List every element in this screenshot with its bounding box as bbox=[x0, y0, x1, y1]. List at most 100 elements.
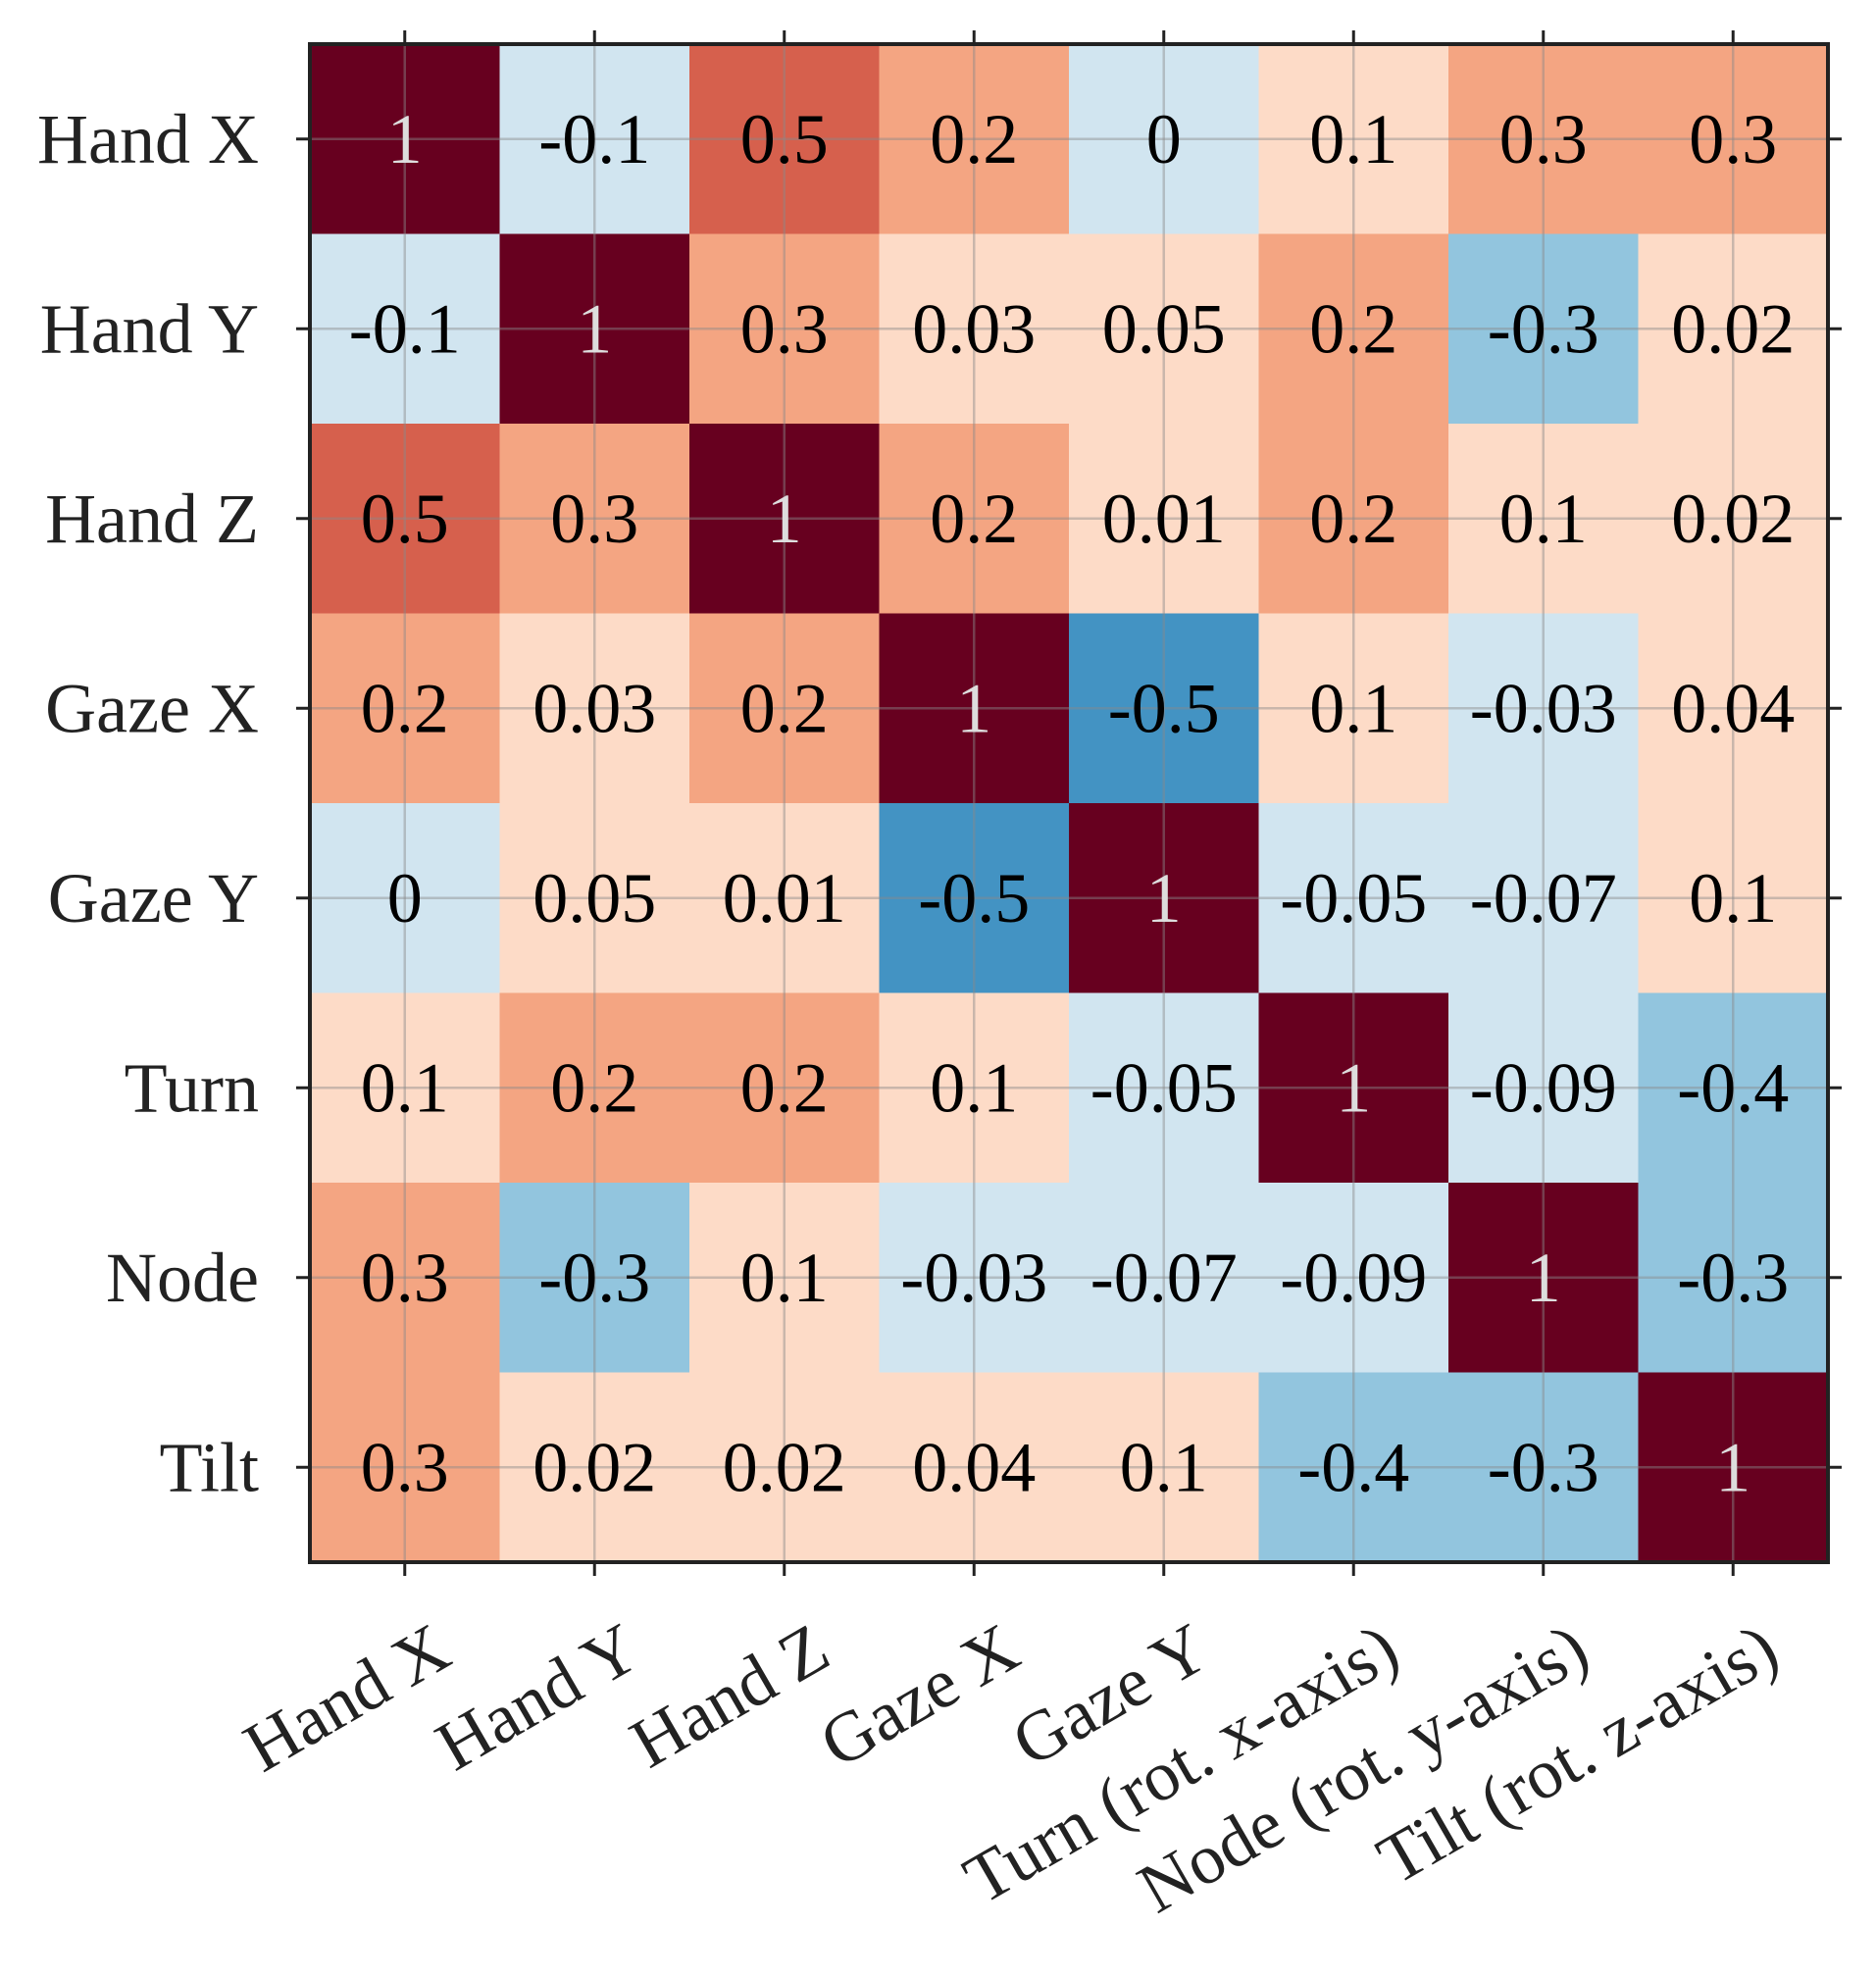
heatmap-cell bbox=[1448, 44, 1640, 235]
cell-value-label: -0.3 bbox=[1677, 1239, 1789, 1317]
cell-value-label: 0.2 bbox=[930, 100, 1018, 178]
heatmap-cell bbox=[1258, 44, 1449, 235]
cell-value-label: 0.3 bbox=[550, 480, 638, 558]
cell-value-label: 0.03 bbox=[532, 669, 656, 747]
heatmap-cell bbox=[689, 44, 881, 235]
cell-value-label: 0.01 bbox=[1102, 480, 1226, 558]
heatmap-cell bbox=[689, 1183, 881, 1374]
heatmap-cell bbox=[879, 1183, 1070, 1374]
heatmap-cell bbox=[1638, 1372, 1829, 1563]
cell-value-label: -0.5 bbox=[918, 859, 1030, 937]
heatmap-cell bbox=[1638, 613, 1829, 804]
heatmap-cell bbox=[310, 613, 501, 804]
cell-value-label: 0.3 bbox=[361, 1239, 449, 1317]
heatmap-cell bbox=[689, 1372, 881, 1563]
heatmap-cell bbox=[879, 424, 1070, 615]
heatmap-cell bbox=[1069, 992, 1260, 1184]
cell-value-label: -0.07 bbox=[1090, 1239, 1238, 1317]
heatmap-cell bbox=[879, 44, 1070, 235]
cell-value-label: 1 bbox=[387, 100, 423, 178]
cell-value-label: -0.3 bbox=[538, 1239, 650, 1317]
axis-ticks bbox=[296, 30, 1842, 1576]
heatmap-cell bbox=[1258, 992, 1449, 1184]
heatmap-cell bbox=[1448, 1183, 1640, 1374]
heatmap-cell bbox=[879, 803, 1070, 994]
cell-value-label: 0.3 bbox=[361, 1428, 449, 1506]
heatmap-cell bbox=[1638, 1183, 1829, 1374]
y-label-gaze-y: Gaze Y bbox=[48, 859, 259, 937]
cell-value-label: -0.03 bbox=[1470, 669, 1617, 747]
cell-value-label: 0.05 bbox=[532, 859, 656, 937]
cell-value-labels: 1 -0.1 0.5 0.2 0 0.1 0.3 0.3 -0.1 1 0.3 0.03 0.05 0.2… bbox=[349, 100, 1795, 1507]
plot-frame bbox=[308, 42, 1830, 1564]
cell-value-label: -0.03 bbox=[900, 1239, 1047, 1317]
heatmap-cell bbox=[1448, 613, 1640, 804]
heatmap-cell bbox=[689, 992, 881, 1184]
cell-value-label: -0.1 bbox=[538, 100, 650, 178]
heatmap-cell bbox=[689, 424, 881, 615]
cell-value-label: -0.3 bbox=[1488, 289, 1599, 368]
heatmap-cell bbox=[1638, 992, 1829, 1184]
cell-value-label: 0.1 bbox=[1499, 480, 1588, 558]
heatmap-cell bbox=[1258, 1372, 1449, 1563]
cell-value-label: -0.07 bbox=[1470, 859, 1617, 937]
heatmap-cell bbox=[1448, 803, 1640, 994]
cell-value-label: -0.3 bbox=[1488, 1428, 1599, 1506]
cell-value-label: 1 bbox=[577, 289, 612, 368]
heatmap-cell bbox=[499, 44, 690, 235]
cell-value-label: 1 bbox=[1336, 1048, 1371, 1127]
cell-value-label: -0.09 bbox=[1280, 1239, 1427, 1317]
y-label-hand-z: Hand Z bbox=[45, 480, 259, 558]
cell-value-label: 0.1 bbox=[1309, 669, 1397, 747]
cell-value-label: 0.2 bbox=[550, 1048, 638, 1127]
cell-value-label: 0.3 bbox=[1499, 100, 1588, 178]
heatmap-cell bbox=[1069, 233, 1260, 425]
cell-value-label: -0.4 bbox=[1297, 1428, 1409, 1506]
heatmap-cell bbox=[499, 613, 690, 804]
cell-value-label: 0.2 bbox=[361, 669, 449, 747]
heatmap-cell bbox=[1069, 44, 1260, 235]
cell-value-label: 0.1 bbox=[1120, 1428, 1208, 1506]
cell-value-label: 0.01 bbox=[723, 859, 846, 937]
heatmap-cell bbox=[499, 1372, 690, 1563]
cell-value-label: 0.5 bbox=[361, 480, 449, 558]
heatmap-cell bbox=[1069, 1183, 1260, 1374]
y-label-node: Node bbox=[106, 1239, 259, 1317]
cell-value-label: 0.1 bbox=[1689, 859, 1777, 937]
cell-value-label: 0.02 bbox=[1671, 480, 1795, 558]
y-label-hand-x: Hand X bbox=[37, 100, 259, 178]
cell-value-label: 1 bbox=[956, 669, 991, 747]
heatmap-cell bbox=[310, 233, 501, 425]
cell-value-label: -0.05 bbox=[1090, 1048, 1238, 1127]
grid-lines bbox=[310, 44, 1828, 1562]
heatmap-cell bbox=[499, 424, 690, 615]
cell-value-label: -0.4 bbox=[1677, 1048, 1789, 1127]
cell-value-label: 0.3 bbox=[740, 289, 829, 368]
heatmap-cell bbox=[879, 1372, 1070, 1563]
cell-value-label: 1 bbox=[1715, 1428, 1750, 1506]
cell-value-label: 0.2 bbox=[740, 1048, 829, 1127]
x-label-gaze-x: Gaze X bbox=[807, 1608, 1032, 1783]
cell-value-label: 0.1 bbox=[1309, 100, 1397, 178]
x-label-hand-x: Hand X bbox=[231, 1608, 463, 1787]
heatmap-cell bbox=[689, 613, 881, 804]
heatmap-cell bbox=[310, 424, 501, 615]
heatmap-cell bbox=[499, 1183, 690, 1374]
cell-value-label: 1 bbox=[1146, 859, 1182, 937]
heatmap-cell bbox=[879, 613, 1070, 804]
x-label-hand-z: Hand Z bbox=[618, 1608, 842, 1783]
heatmap-cell bbox=[1069, 424, 1260, 615]
y-label-gaze-x: Gaze X bbox=[45, 669, 259, 747]
heatmap-cell bbox=[310, 1372, 501, 1563]
cell-value-label: 0.1 bbox=[930, 1048, 1018, 1127]
cell-value-label: 0.02 bbox=[723, 1428, 846, 1506]
y-label-tilt: Tilt bbox=[160, 1428, 259, 1506]
heatmap-cell bbox=[1258, 1183, 1449, 1374]
cell-value-label: 1 bbox=[767, 480, 802, 558]
y-axis-labels: Hand X Hand Y Hand Z Gaze X Gaze Y Turn Node Ti… bbox=[37, 100, 259, 1507]
cell-value-label: -0.09 bbox=[1470, 1048, 1617, 1127]
heatmap-cell bbox=[499, 992, 690, 1184]
heatmap-cell bbox=[1448, 424, 1640, 615]
